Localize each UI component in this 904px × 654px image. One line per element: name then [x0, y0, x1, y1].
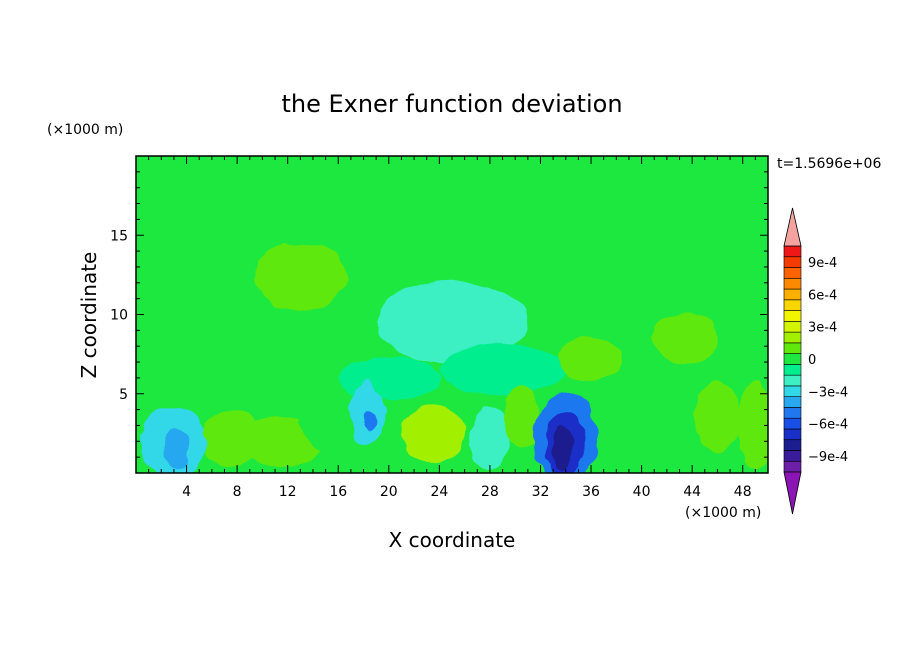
colorbar-swatch	[783, 385, 802, 397]
y-tick-label: 15	[110, 228, 128, 244]
colorbar-swatch	[783, 353, 802, 365]
contour-region	[498, 232, 545, 244]
contour-field	[136, 156, 768, 473]
x-axis-label: X coordinate	[389, 528, 516, 552]
colorbar-tick-label: 6e-4	[808, 288, 837, 303]
contour-region	[401, 404, 465, 462]
colorbar-swatch	[783, 460, 802, 473]
contour-region	[163, 427, 190, 469]
colorbar-swatch	[783, 407, 802, 419]
chart-title: the Exner function deviation	[281, 90, 622, 118]
colorbar-under-triangle	[783, 471, 802, 515]
contour-region	[550, 425, 574, 470]
colorbar-tick-label: 3e-4	[808, 321, 837, 336]
contour-region	[240, 415, 322, 467]
x-tick-label: 12	[279, 484, 297, 500]
contour-region	[737, 381, 768, 470]
contour-region	[414, 163, 566, 228]
colorbar-tick-label: −6e-4	[808, 418, 848, 433]
colorbar-swatch	[783, 277, 802, 290]
colorbar: 9e-4 6e-4 3e-4 0 −3e-4 −6e-4 −9e-4	[783, 207, 848, 515]
contour-region	[202, 409, 259, 467]
colorbar-swatch	[783, 310, 802, 322]
y-tick-label: 5	[119, 387, 128, 403]
contour-field-layers	[136, 156, 768, 473]
x-tick-label: 24	[430, 484, 448, 500]
contour-region	[469, 406, 511, 470]
colorbar-swatch	[783, 450, 802, 462]
colorbar-tick-label: −3e-4	[808, 385, 848, 400]
x-tick-label: 44	[683, 484, 701, 500]
contour-region	[254, 240, 346, 310]
colorbar-swatch	[783, 342, 802, 354]
contour-region	[694, 382, 741, 453]
contour-region	[591, 377, 642, 442]
contour-region	[698, 156, 768, 252]
colorbar-tick-label: 9e-4	[808, 256, 837, 271]
colorbar-swatch	[783, 439, 802, 451]
colorbar-swatch	[783, 396, 802, 408]
x-tick-label: 48	[734, 484, 752, 500]
x-unit-label: (×1000 m)	[685, 505, 761, 521]
y-unit-label: (×1000 m)	[47, 122, 123, 138]
contour-region	[376, 281, 528, 364]
y-tick-label: 10	[110, 308, 128, 324]
contour-region	[249, 176, 377, 247]
colorbar-swatch	[783, 331, 802, 344]
contour-region	[505, 385, 538, 450]
x-tick-label: 36	[582, 484, 600, 500]
colorbar-swatch	[783, 267, 802, 279]
x-tick-label: 4	[182, 484, 191, 500]
colorbar-swatch	[783, 321, 802, 333]
contour-region	[439, 344, 566, 396]
colorbar-swatch	[783, 428, 802, 441]
colorbar-tick-label: −9e-4	[808, 450, 848, 465]
colorbar-swatch	[783, 245, 802, 258]
x-tick-label: 20	[380, 484, 398, 500]
y-axis-label: Z coordinate	[77, 252, 101, 379]
time-label: t=1.5696e+06	[777, 156, 881, 172]
colorbar-swatch	[783, 288, 802, 301]
contour-region	[300, 385, 351, 450]
colorbar-swatch	[783, 374, 802, 387]
colorbar-tick-label: 0	[808, 353, 816, 368]
x-tick-label: 32	[532, 484, 550, 500]
contour-region	[558, 338, 624, 380]
contour-region	[349, 381, 386, 445]
colorbar-swatch	[783, 299, 802, 311]
x-tick-label: 40	[633, 484, 651, 500]
x-tick-label: 16	[329, 484, 347, 500]
colorbar-swatch	[783, 417, 802, 430]
x-tick-label: 8	[233, 484, 242, 500]
colorbar-over-triangle	[783, 207, 802, 247]
colorbar-swatch	[783, 364, 802, 376]
contour-region	[652, 312, 719, 364]
x-tick-label: 28	[481, 484, 499, 500]
contour-region	[362, 412, 375, 432]
colorbar-swatch	[783, 256, 802, 268]
